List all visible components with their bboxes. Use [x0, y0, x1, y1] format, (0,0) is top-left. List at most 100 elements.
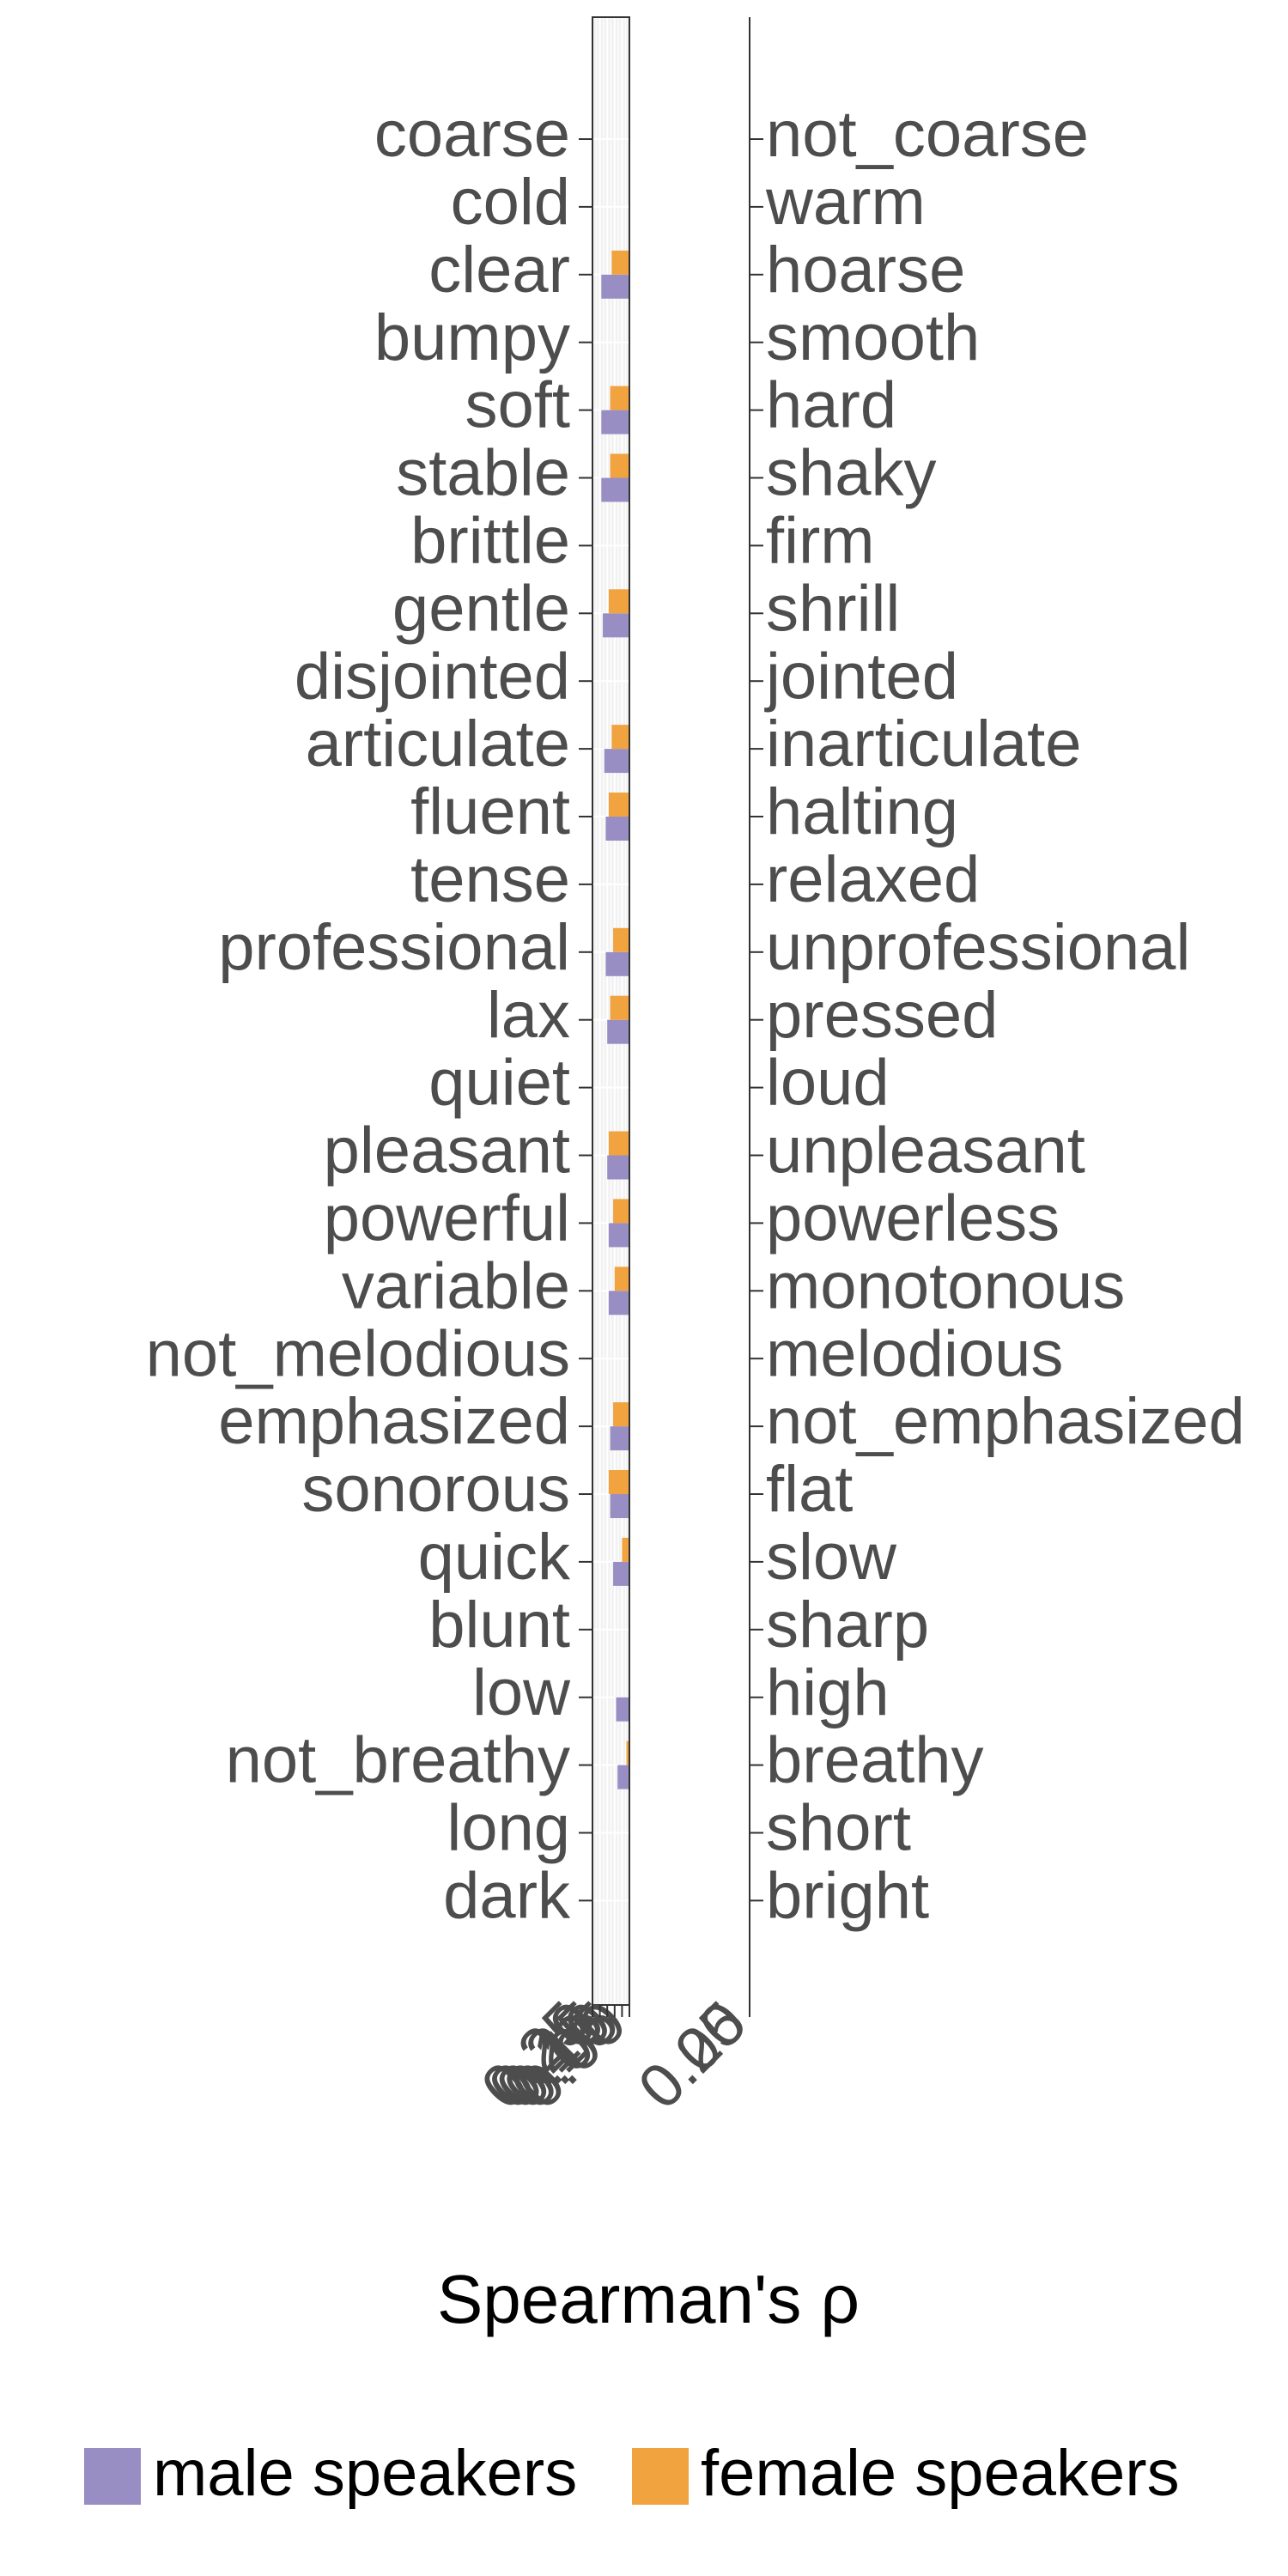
- plot-bars: [601, 250, 629, 1789]
- bar-female: [611, 250, 629, 275]
- left-category-label: emphasized: [218, 1385, 570, 1458]
- left-category-label: fluent: [410, 775, 570, 848]
- right-category-label: smooth: [766, 301, 980, 374]
- bar-female: [608, 589, 629, 614]
- left-category-labels: coarsecoldclearbumpysoftstablebrittlegen…: [146, 98, 571, 1932]
- bar-male: [607, 1019, 629, 1044]
- bar-male: [605, 951, 629, 976]
- bar-male: [617, 1765, 629, 1789]
- bar-male: [604, 749, 629, 774]
- right-category-label: inarticulate: [766, 708, 1082, 781]
- left-category-label: quick: [418, 1521, 571, 1594]
- right-category-label: pressed: [766, 979, 998, 1052]
- left-category-label: disjointed: [295, 640, 570, 713]
- legend-label-female: female speakers: [701, 2437, 1180, 2510]
- legend: male speakers female speakers: [84, 2437, 1180, 2510]
- bar-female: [613, 927, 629, 952]
- right-category-label: short: [766, 1792, 911, 1865]
- right-category-label: sharp: [766, 1589, 929, 1662]
- right-category-label: unpleasant: [766, 1115, 1085, 1188]
- left-category-label: dark: [443, 1859, 571, 1932]
- left-category-label: quiet: [428, 1047, 570, 1120]
- bar-male: [616, 1697, 629, 1722]
- left-category-label: pleasant: [324, 1115, 570, 1188]
- legend-swatch-male: [84, 2448, 141, 2505]
- bar-male: [607, 1155, 629, 1180]
- left-category-label: blunt: [428, 1589, 570, 1662]
- right-category-label: shrill: [766, 572, 900, 645]
- right-category-label: warm: [765, 166, 926, 239]
- bar-male: [608, 1291, 629, 1315]
- right-category-label: not_coarse: [766, 98, 1089, 171]
- right-category-label: relaxed: [766, 843, 980, 916]
- right-category-label: high: [766, 1656, 890, 1729]
- right-category-label: monotonous: [766, 1249, 1125, 1322]
- right-category-label: shaky: [766, 437, 937, 510]
- left-category-label: bumpy: [374, 301, 570, 374]
- bar-female: [610, 386, 629, 410]
- right-category-labels: not_coarsewarmhoarsesmoothhardshakyfirms…: [750, 98, 1245, 1932]
- left-category-label: lax: [487, 979, 570, 1052]
- left-category-label: not_melodious: [146, 1317, 570, 1390]
- bar-female: [610, 995, 629, 1020]
- legend-label-male: male speakers: [153, 2437, 577, 2510]
- bar-female: [608, 1131, 629, 1156]
- right-category-label: melodious: [766, 1317, 1063, 1390]
- left-category-label: gentle: [392, 572, 570, 645]
- bar-male: [601, 274, 629, 299]
- bar-male: [603, 613, 629, 638]
- secondary-axis: 0.000.25: [626, 17, 760, 2123]
- x-axis-title: Spearman's ρ: [437, 2261, 860, 2337]
- bar-male: [601, 410, 629, 434]
- bar-female: [614, 1267, 629, 1291]
- bar-male: [613, 1561, 629, 1586]
- right-category-label: hoarse: [766, 234, 965, 307]
- right-category-label: jointed: [764, 640, 958, 713]
- left-category-label: variable: [342, 1249, 570, 1322]
- right-category-label: slow: [766, 1521, 897, 1594]
- right-category-label: unprofessional: [766, 911, 1190, 984]
- bar-female: [608, 1470, 629, 1494]
- right-category-label: loud: [766, 1047, 890, 1120]
- left-category-label: coarse: [374, 98, 570, 171]
- left-category-label: professional: [218, 911, 570, 984]
- left-category-label: cold: [451, 166, 570, 239]
- left-category-label: long: [447, 1792, 570, 1865]
- left-category-label: powerful: [324, 1182, 570, 1255]
- left-category-label: sonorous: [301, 1453, 570, 1526]
- bar-female: [622, 1537, 629, 1562]
- x-axis: 0.000.050.100.150.200.25: [469, 1989, 640, 2123]
- left-category-label: clear: [428, 234, 570, 307]
- left-category-label: articulate: [306, 708, 570, 781]
- left-category-label: soft: [465, 369, 571, 442]
- bar-male: [608, 1223, 629, 1248]
- plot-panel-border: [592, 16, 630, 2006]
- bar-female: [613, 1402, 629, 1427]
- right-category-label: flat: [766, 1453, 853, 1526]
- right-category-label: firm: [766, 504, 875, 577]
- bar-female: [611, 725, 629, 750]
- right-category-label: not_emphasized: [766, 1385, 1245, 1458]
- bar-female: [608, 793, 629, 817]
- right-category-label: halting: [766, 775, 958, 848]
- bar-female: [626, 1741, 629, 1765]
- left-category-label: low: [472, 1656, 571, 1729]
- bar-male: [601, 477, 629, 502]
- secondary-x-tick-label: 0.25: [626, 1989, 760, 2123]
- left-category-label: not_breathy: [226, 1724, 570, 1797]
- bar-female: [613, 1199, 629, 1224]
- right-category-label: hard: [766, 369, 896, 442]
- legend-swatch-female: [632, 2448, 689, 2505]
- right-category-label: powerless: [766, 1182, 1060, 1255]
- left-category-label: tense: [410, 843, 570, 916]
- bar-male: [610, 1426, 629, 1451]
- right-category-label: bright: [766, 1859, 929, 1932]
- bar-female: [610, 453, 629, 478]
- bar-male: [610, 1494, 629, 1518]
- bar-male: [605, 817, 629, 841]
- left-category-label: stable: [396, 437, 570, 510]
- right-category-label: breathy: [766, 1724, 984, 1797]
- left-category-label: brittle: [410, 504, 570, 577]
- left-category-ticks: [579, 138, 592, 1902]
